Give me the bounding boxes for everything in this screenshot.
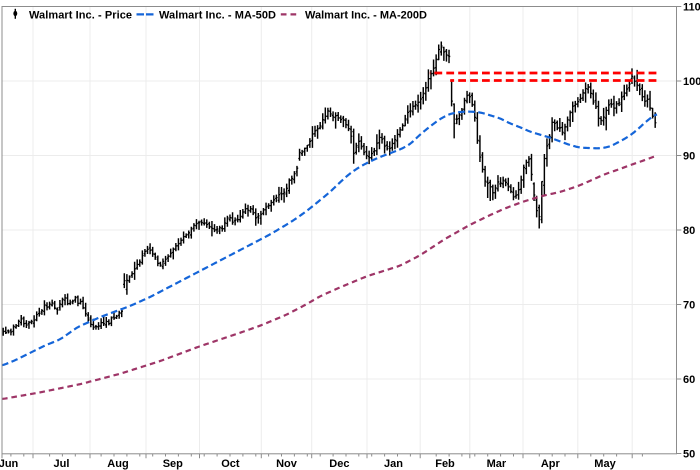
svg-text:Sep: Sep [163, 458, 183, 470]
svg-text:80: 80 [683, 225, 695, 237]
svg-text:70: 70 [683, 299, 695, 311]
svg-text:Apr: Apr [541, 458, 561, 470]
svg-text:Oct: Oct [221, 458, 240, 470]
svg-text:Dec: Dec [329, 458, 349, 470]
svg-text:Walmart Inc. - MA-200D: Walmart Inc. - MA-200D [305, 9, 427, 21]
svg-text:Jun: Jun [0, 458, 19, 470]
svg-text:Walmart Inc. - MA-50D: Walmart Inc. - MA-50D [159, 9, 276, 21]
svg-text:60: 60 [683, 374, 695, 386]
svg-text:50: 50 [683, 448, 695, 460]
svg-text:110: 110 [683, 1, 700, 13]
svg-text:May: May [594, 458, 616, 470]
svg-text:Jan: Jan [384, 458, 403, 470]
svg-text:Feb: Feb [435, 458, 455, 470]
svg-text:100: 100 [683, 76, 700, 88]
svg-text:Walmart Inc. - Price: Walmart Inc. - Price [29, 9, 132, 21]
svg-text:Jul: Jul [54, 458, 70, 470]
svg-text:Mar: Mar [487, 458, 507, 470]
svg-text:Aug: Aug [107, 458, 128, 470]
svg-text:90: 90 [683, 150, 695, 162]
svg-text:Nov: Nov [276, 458, 298, 470]
